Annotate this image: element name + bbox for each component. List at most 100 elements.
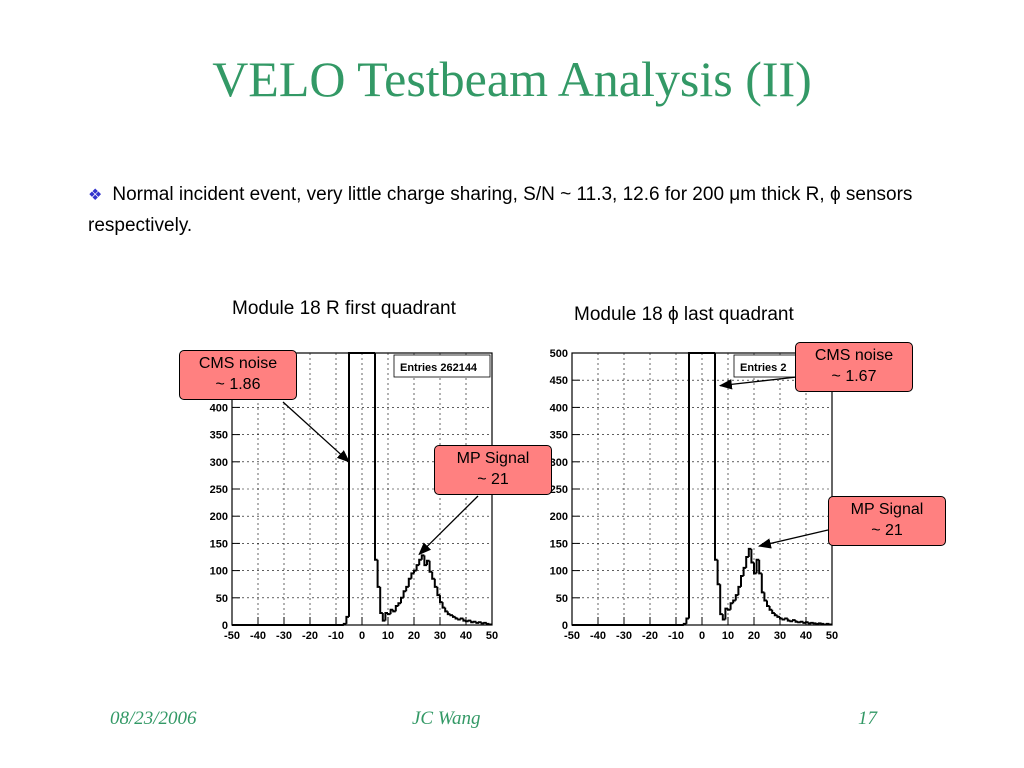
- x-tick-label: -40: [590, 630, 606, 642]
- histogram-bin: [345, 615, 349, 624]
- bullet-text: Normal incident event, very little charg…: [88, 184, 913, 236]
- histogram-phi: -50 -40 -30 -20 -10 0 10 20 30 40 500 50 100 150 200 25…: [550, 348, 838, 642]
- y-tick-label: 50: [556, 593, 568, 605]
- callout-line: ~ 1.86: [215, 376, 261, 393]
- mp-signal-callout-phi: MP Signal ~ 21: [828, 496, 946, 546]
- footer-page: 17: [858, 708, 877, 729]
- cms-noise-callout-phi: CMS noise ~ 1.67: [795, 342, 913, 392]
- y-tick-label: 450: [550, 375, 568, 387]
- x-tick-label: 40: [800, 630, 812, 642]
- histogram-bin: [470, 620, 474, 624]
- histogram-bin: [828, 623, 832, 626]
- y-tick-label: 100: [210, 566, 228, 578]
- mp-signal-callout-r: MP Signal ~ 21: [434, 445, 552, 495]
- stats-box: [393, 354, 491, 378]
- histogram-bin: [428, 560, 433, 573]
- histogram-bin: [379, 586, 383, 615]
- y-tick-label: 400: [210, 402, 228, 414]
- histogram-bin: [771, 609, 775, 615]
- y-tick-label: 300: [210, 457, 228, 469]
- histogram-bin: [760, 573, 765, 594]
- x-tick-label: 50: [486, 630, 498, 642]
- histogram-bin: [426, 559, 430, 566]
- x-tick-label: -20: [642, 630, 658, 642]
- y-tick-label: 0: [222, 620, 228, 632]
- y-tick-label: 400: [550, 402, 568, 414]
- x-tick-label: -20: [302, 630, 318, 642]
- x-tick-label: 0: [699, 630, 705, 642]
- slide-title: VELO Testbeam Analysis (II): [212, 51, 812, 107]
- footer-author: JC Wang: [412, 708, 481, 729]
- x-tick-label: -40: [250, 630, 266, 642]
- histogram-bin: [818, 622, 822, 625]
- y-tick-label: 100: [550, 566, 568, 578]
- callout-line: CMS noise: [814, 347, 894, 364]
- histogram-bin: [682, 622, 687, 625]
- x-tick-label: -50: [564, 630, 580, 642]
- histogram-bin: [797, 621, 801, 624]
- histogram-bin: [376, 559, 381, 588]
- callout-line: MP Signal: [850, 501, 924, 518]
- histogram-bin: [374, 353, 378, 561]
- x-tick-label: -30: [616, 630, 632, 642]
- histogram-bin: [483, 621, 487, 624]
- x-tick-label: 10: [382, 630, 394, 642]
- y-tick-label: 500: [550, 348, 568, 360]
- x-tick-label: 50: [826, 630, 838, 642]
- histogram-bin: [485, 622, 490, 625]
- y-tick-label: 200: [550, 511, 568, 523]
- callout-line: ~ 21: [477, 471, 509, 488]
- histogram-bin: [441, 602, 446, 609]
- x-tick-label: 40: [460, 630, 472, 642]
- histogram-bin: [433, 578, 438, 588]
- histogram-bin: [688, 352, 715, 619]
- y-tick-label: 150: [210, 538, 228, 550]
- footer-date: 08/23/2006: [110, 708, 197, 729]
- x-tick-label: -50: [224, 630, 240, 642]
- y-tick-label: 150: [550, 538, 568, 550]
- callout-line: ~ 21: [871, 522, 903, 539]
- x-tick-label: -30: [276, 630, 292, 642]
- histogram-bin: [407, 577, 412, 587]
- histogram-bin: [449, 614, 453, 617]
- callout-line: MP Signal: [456, 450, 530, 467]
- histogram-bin: [392, 609, 396, 613]
- y-tick-label: 200: [210, 511, 228, 523]
- histogram-bin: [732, 599, 736, 604]
- histogram-bin: [714, 353, 718, 561]
- histogram-bin: [812, 622, 817, 625]
- y-tick-label: 350: [210, 430, 228, 442]
- histogram-bin: [789, 620, 793, 623]
- x-tick-label: 10: [722, 630, 734, 642]
- histogram-bin: [488, 623, 492, 626]
- y-tick-label: 250: [550, 484, 568, 496]
- bullet-point: ❖ Normal incident event, very little char…: [88, 180, 948, 241]
- stats-label: Entries 262144: [400, 362, 478, 374]
- histogram-bin: [342, 622, 347, 625]
- y-tick-label: 300: [550, 457, 568, 469]
- x-tick-label: 20: [408, 630, 420, 642]
- histogram-bin: [734, 594, 739, 601]
- x-tick-label: -10: [328, 630, 344, 642]
- histogram-bin: [384, 612, 388, 621]
- histogram-bin: [820, 622, 825, 625]
- x-tick-label: 20: [748, 630, 760, 642]
- plot-caption-phi: Module 18 ϕ last quadrant: [574, 304, 794, 325]
- x-tick-label: 0: [359, 630, 365, 642]
- histogram-bin: [439, 595, 443, 604]
- histogram-bin: [420, 554, 425, 560]
- histogram-bin: [755, 558, 760, 574]
- x-tick-label: -10: [668, 630, 684, 642]
- histogram-bin: [394, 604, 399, 612]
- callout-line: CMS noise: [198, 355, 278, 372]
- y-tick-label: 50: [216, 593, 228, 605]
- stats-label: Entries 2: [740, 362, 786, 374]
- histogram-bin: [465, 620, 469, 623]
- diamond-bullet-icon: ❖: [88, 187, 103, 204]
- cms-noise-callout-r: CMS noise ~ 1.86: [179, 350, 297, 400]
- y-tick-label: 350: [550, 430, 568, 442]
- x-tick-label: 30: [434, 630, 446, 642]
- x-tick-label: 30: [774, 630, 786, 642]
- plot-caption-r: Module 18 R first quadrant: [232, 298, 456, 319]
- callout-line: ~ 1.67: [831, 368, 877, 385]
